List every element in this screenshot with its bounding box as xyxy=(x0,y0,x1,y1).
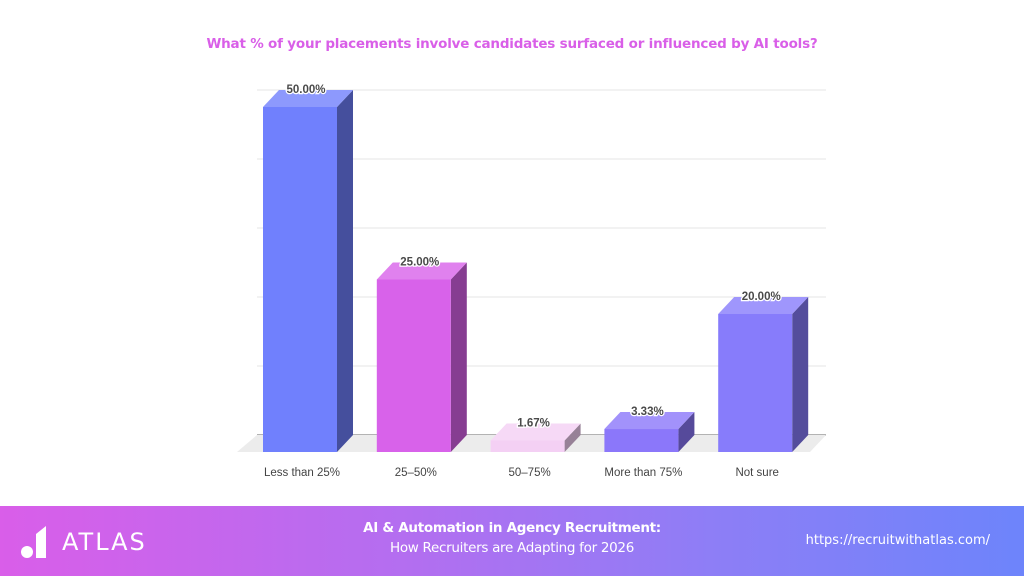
bar-front-face xyxy=(718,314,793,452)
footer-banner: ATLAS AI & Automation in Agency Recruitm… xyxy=(0,506,1024,576)
bar: 3.33% xyxy=(604,405,695,452)
category-label: Not sure xyxy=(735,467,778,479)
footer-heading: AI & Automation in Agency Recruitment: H… xyxy=(262,520,762,556)
category-label: More than 75% xyxy=(604,467,682,479)
bars: 50.00% 25.00% 1.67% 3.33% 20.00% xyxy=(263,83,809,452)
value-label: 20.00% xyxy=(742,291,781,303)
bar: 1.67% xyxy=(490,416,581,452)
bar-front-face xyxy=(490,440,565,452)
bar: 50.00% xyxy=(263,83,353,452)
bar-side-face xyxy=(564,423,581,452)
report-title: AI & Automation in Agency Recruitment: xyxy=(363,520,661,536)
chart-title: What % of your placements involve candid… xyxy=(206,36,818,52)
value-label: 50.00% xyxy=(286,84,325,96)
bar-top-face xyxy=(490,423,581,441)
bar-side-face xyxy=(792,297,809,452)
bar-side-face xyxy=(450,262,467,452)
bar-top-face xyxy=(718,297,809,314)
bar-top-face xyxy=(604,412,695,430)
bar-top-face xyxy=(263,90,353,107)
value-label: 25.00% xyxy=(400,257,439,269)
website-link[interactable]: https://recruitwithatlas.com/ xyxy=(805,533,990,548)
category-label: 50–75% xyxy=(508,467,550,479)
category-label: Less than 25% xyxy=(264,467,340,479)
x-axis-labels: Less than 25% 25–50% 50–75% More than 75% No… xyxy=(264,467,779,479)
atlas-logo-icon xyxy=(21,526,46,558)
bar: 20.00% xyxy=(718,290,809,452)
bar-side-face xyxy=(678,412,695,452)
value-label: 1.67% xyxy=(517,417,550,429)
bar-front-face xyxy=(604,429,679,452)
value-label: 3.33% xyxy=(631,406,664,418)
bar-side-face xyxy=(337,90,353,452)
bar-top-face xyxy=(376,262,467,280)
category-label: 25–50% xyxy=(395,467,437,479)
atlas-logo: ATLAS xyxy=(20,524,147,560)
bar-front-face xyxy=(376,279,451,452)
report-subtitle: How Recruiters are Adapting for 2026 xyxy=(390,540,634,556)
bar-chart: 50.00% 25.00% 1.67% 3.33% 20.00% Less than 2… xyxy=(237,83,826,479)
brand-name: ATLAS xyxy=(62,528,147,556)
bar-front-face xyxy=(263,107,337,452)
bar: 25.00% xyxy=(376,255,467,452)
